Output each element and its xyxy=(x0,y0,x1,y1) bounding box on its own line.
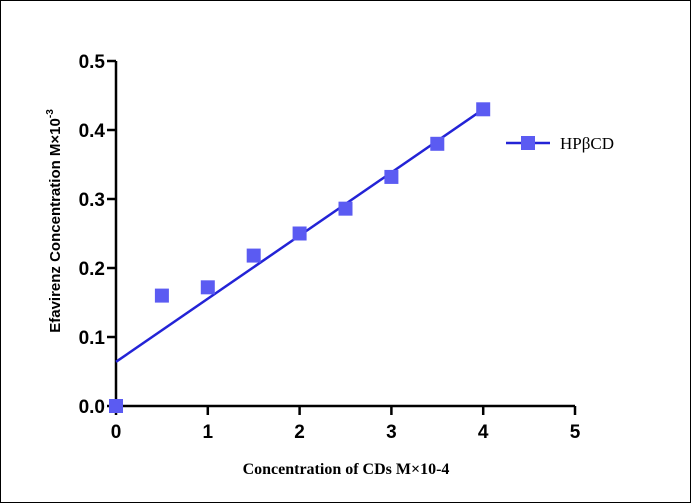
data-point xyxy=(384,169,399,184)
x-tick-label: 2 xyxy=(294,422,305,443)
data-point xyxy=(154,288,169,303)
data-point xyxy=(109,399,123,413)
data-points xyxy=(109,102,491,413)
data-point xyxy=(246,248,261,263)
y-tick-label: 0.2 xyxy=(79,259,105,280)
x-tick-label: 4 xyxy=(478,422,489,443)
data-point xyxy=(338,201,353,216)
axes xyxy=(107,59,577,415)
tick-labels: 0 1 2 3 4 5 0.0 0.1 0.2 0.3 0.4 0.5 xyxy=(79,52,581,443)
y-axis-label-exponent: -3 xyxy=(45,109,56,118)
y-tick-label: 0.1 xyxy=(79,328,106,349)
y-axis-label-text: Efavirenz Concentration M×10 xyxy=(47,118,64,333)
x-tick-label: 3 xyxy=(386,422,397,443)
y-tick-label: 0.4 xyxy=(79,121,106,142)
y-axis-label: Efavirenz Concentration M×10-3 xyxy=(45,109,64,333)
y-tick-label: 0.0 xyxy=(79,397,105,418)
y-tick-label: 0.3 xyxy=(79,190,105,211)
x-tick-label: 5 xyxy=(570,422,581,443)
data-point xyxy=(200,280,215,295)
data-point xyxy=(292,226,307,241)
legend-label: HPβCD xyxy=(560,134,614,153)
legend: HPβCD xyxy=(506,134,614,153)
x-axis-label: Concentration of CDs M×10-4 xyxy=(243,461,450,478)
legend-marker xyxy=(521,136,535,150)
data-point xyxy=(430,136,445,151)
x-tick-label: 0 xyxy=(111,422,122,443)
data-point xyxy=(476,102,491,117)
y-tick-label: 0.5 xyxy=(79,52,106,73)
x-tick-label: 1 xyxy=(203,422,214,443)
